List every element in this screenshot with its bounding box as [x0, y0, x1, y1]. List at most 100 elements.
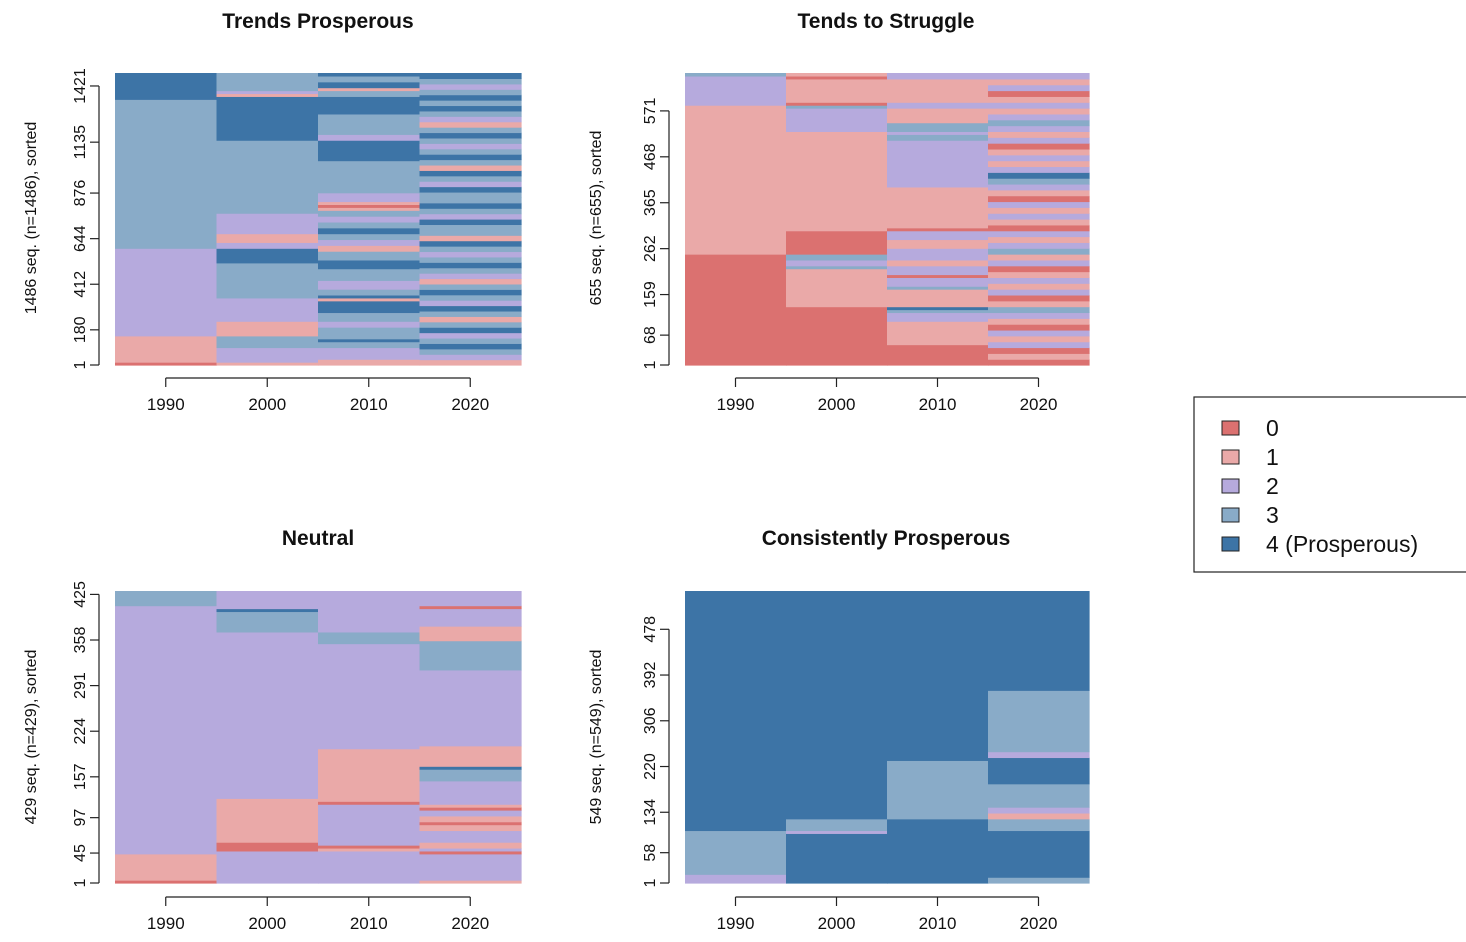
state-cell — [419, 766, 522, 770]
state-cell — [685, 75, 787, 106]
state-cell — [988, 690, 1090, 753]
state-cell — [988, 329, 1090, 337]
state-cell — [988, 189, 1090, 197]
state-cell — [988, 137, 1090, 144]
state-cell — [786, 230, 888, 255]
x-tick-label: 2000 — [248, 914, 286, 933]
state-cell — [419, 769, 522, 782]
legend-label: 2 — [1266, 473, 1279, 499]
x-tick-label: 1990 — [147, 395, 185, 414]
state-cell — [318, 233, 421, 241]
state-cell — [318, 321, 421, 328]
state-cell — [419, 327, 522, 334]
state-cell — [786, 105, 888, 109]
state-cell — [318, 294, 421, 299]
state-cell — [685, 591, 787, 832]
state-cell — [988, 277, 1090, 284]
state-cell — [988, 318, 1090, 325]
state-cell — [786, 102, 888, 106]
state-cell — [419, 197, 522, 204]
state-cell — [318, 289, 421, 296]
state-cell — [988, 119, 1090, 127]
state-cell — [988, 347, 1090, 354]
state-cell — [988, 877, 1090, 884]
state-cell — [419, 640, 522, 671]
state-cell — [988, 807, 1090, 814]
state-cell — [988, 353, 1090, 360]
state-cell — [887, 227, 989, 232]
state-cell — [318, 201, 421, 205]
y-tick-label: 468 — [642, 143, 659, 170]
state-cell — [988, 213, 1090, 220]
state-cell — [419, 219, 522, 226]
state-cell — [419, 316, 522, 323]
state-cell — [988, 154, 1090, 162]
state-cell — [318, 216, 421, 223]
state-cell — [419, 110, 522, 117]
state-cell — [786, 268, 888, 308]
panel-title: Trends Prosperous — [222, 10, 413, 33]
state-cell — [318, 341, 421, 349]
state-cell — [988, 230, 1090, 238]
state-cell — [419, 305, 522, 312]
state-cell — [419, 137, 522, 144]
y-tick-label: 1421 — [72, 68, 89, 104]
state-cell — [419, 240, 522, 247]
state-cell — [988, 236, 1090, 243]
state-cell — [419, 229, 522, 236]
state-cell — [216, 140, 319, 214]
state-cell — [988, 783, 1090, 808]
state-cell — [887, 321, 989, 346]
state-cell — [216, 798, 319, 843]
x-tick-label: 1990 — [717, 914, 755, 933]
state-cell — [887, 309, 989, 314]
state-cell — [419, 354, 522, 361]
panel-consistently-prosperous: Consistently Prosperous 549 seq. (n=549)… — [588, 527, 1090, 933]
state-cell — [318, 259, 421, 270]
y-axis-label: 429 seq. (n=429), sorted — [23, 650, 40, 825]
state-cell — [786, 108, 888, 132]
state-cell — [887, 122, 989, 132]
state-cell — [786, 265, 888, 270]
y-tick-label: 262 — [642, 235, 659, 262]
state-cell — [318, 87, 421, 92]
state-cell — [318, 96, 421, 115]
state-cell — [318, 643, 421, 750]
state-cell — [887, 248, 989, 261]
state-cell — [318, 297, 421, 302]
state-cell — [318, 251, 421, 261]
state-cell — [216, 608, 319, 613]
state-cell — [318, 221, 421, 229]
state-cell — [988, 248, 1090, 255]
x-tick-label: 2010 — [919, 395, 957, 414]
state-cell — [419, 359, 522, 366]
state-cell — [419, 159, 522, 166]
state-cell — [318, 591, 421, 633]
state-cell — [887, 312, 989, 322]
y-tick-label: 392 — [642, 662, 659, 689]
state-cell — [115, 99, 218, 249]
state-cell — [419, 830, 522, 843]
state-cell — [318, 338, 421, 343]
state-cell — [685, 874, 787, 884]
state-cell — [419, 154, 522, 161]
y-tick-label: 68 — [642, 326, 659, 344]
state-cell — [786, 306, 888, 366]
state-cell — [419, 669, 522, 747]
legend-items: 0 1 2 3 4 (Prosperous) — [1221, 415, 1418, 557]
state-cell — [786, 833, 888, 884]
state-cell — [419, 842, 522, 849]
y-tick-label: 1 — [642, 878, 659, 887]
state-cell — [988, 131, 1090, 138]
y-axis-label: 655 seq. (n=655), sorted — [588, 131, 605, 306]
state-cell — [988, 219, 1090, 226]
state-cell — [419, 73, 522, 80]
state-cell — [318, 204, 421, 208]
state-cell — [887, 344, 989, 366]
state-cell — [318, 327, 421, 340]
y-tick-label: 97 — [72, 809, 89, 827]
state-cell — [988, 306, 1090, 314]
state-cell — [318, 239, 421, 246]
state-cell — [216, 262, 319, 299]
